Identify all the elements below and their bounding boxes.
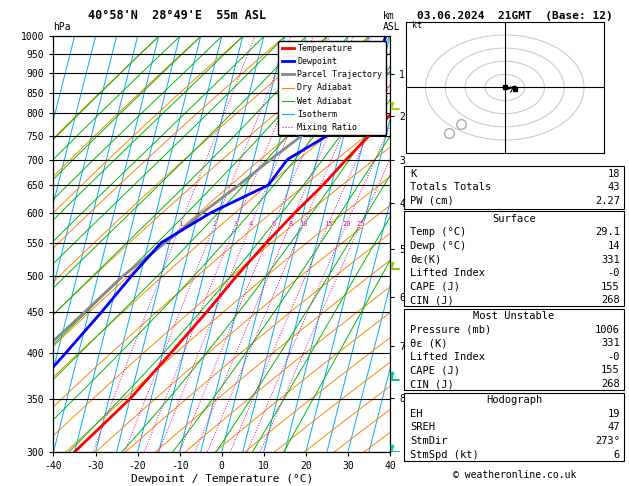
Text: 8: 8 bbox=[288, 222, 292, 227]
Text: Lifted Index: Lifted Index bbox=[410, 352, 486, 362]
Text: SREH: SREH bbox=[410, 422, 435, 433]
Text: 10: 10 bbox=[299, 222, 308, 227]
Text: 268: 268 bbox=[601, 295, 620, 306]
Text: K: K bbox=[410, 169, 416, 179]
Text: Lifted Index: Lifted Index bbox=[410, 268, 486, 278]
X-axis label: Dewpoint / Temperature (°C): Dewpoint / Temperature (°C) bbox=[131, 474, 313, 484]
Text: CIN (J): CIN (J) bbox=[410, 379, 454, 389]
Legend: Temperature, Dewpoint, Parcel Trajectory, Dry Adiabat, Wet Adiabat, Isotherm, Mi: Temperature, Dewpoint, Parcel Trajectory… bbox=[278, 41, 386, 135]
Text: 29.1: 29.1 bbox=[595, 227, 620, 238]
Bar bbox=[404, 393, 625, 461]
Text: 331: 331 bbox=[601, 338, 620, 348]
Text: 273°: 273° bbox=[595, 436, 620, 446]
Text: Totals Totals: Totals Totals bbox=[410, 182, 492, 192]
Text: 4: 4 bbox=[249, 222, 253, 227]
Text: Dewp (°C): Dewp (°C) bbox=[410, 241, 467, 251]
Text: 155: 155 bbox=[601, 365, 620, 376]
Text: 14: 14 bbox=[608, 241, 620, 251]
Bar bbox=[404, 166, 625, 209]
Text: km
ASL: km ASL bbox=[382, 11, 400, 32]
Text: 6: 6 bbox=[272, 222, 276, 227]
Bar bbox=[404, 309, 625, 390]
Text: 18: 18 bbox=[608, 169, 620, 179]
Text: -0: -0 bbox=[608, 268, 620, 278]
Text: CAPE (J): CAPE (J) bbox=[410, 365, 460, 376]
Text: kt: kt bbox=[411, 21, 421, 31]
Text: 2: 2 bbox=[213, 222, 217, 227]
Text: 6: 6 bbox=[614, 450, 620, 460]
Text: Surface: Surface bbox=[492, 214, 536, 224]
Text: 331: 331 bbox=[601, 255, 620, 265]
Text: 40°58'N  28°49'E  55m ASL: 40°58'N 28°49'E 55m ASL bbox=[88, 9, 266, 22]
Text: CAPE (J): CAPE (J) bbox=[410, 282, 460, 292]
Text: θε(K): θε(K) bbox=[410, 255, 442, 265]
Text: 20: 20 bbox=[342, 222, 350, 227]
Text: 3: 3 bbox=[233, 222, 238, 227]
Text: -0: -0 bbox=[608, 352, 620, 362]
Text: © weatheronline.co.uk: © weatheronline.co.uk bbox=[454, 470, 577, 480]
Text: 25: 25 bbox=[357, 222, 365, 227]
Text: Temp (°C): Temp (°C) bbox=[410, 227, 467, 238]
Text: StmSpd (kt): StmSpd (kt) bbox=[410, 450, 479, 460]
Text: 1006: 1006 bbox=[595, 325, 620, 335]
Text: PW (cm): PW (cm) bbox=[410, 196, 454, 206]
Text: 47: 47 bbox=[608, 422, 620, 433]
Text: 19: 19 bbox=[608, 409, 620, 419]
Text: Pressure (mb): Pressure (mb) bbox=[410, 325, 492, 335]
Text: 1: 1 bbox=[179, 222, 183, 227]
Text: CIN (J): CIN (J) bbox=[410, 295, 454, 306]
Text: 03.06.2024  21GMT  (Base: 12): 03.06.2024 21GMT (Base: 12) bbox=[417, 11, 613, 21]
Text: 43: 43 bbox=[608, 182, 620, 192]
Text: StmDir: StmDir bbox=[410, 436, 448, 446]
Text: hPa: hPa bbox=[53, 21, 71, 32]
Text: 155: 155 bbox=[601, 282, 620, 292]
Text: 2.27: 2.27 bbox=[595, 196, 620, 206]
Text: EH: EH bbox=[410, 409, 423, 419]
Bar bbox=[404, 211, 625, 306]
Text: θε (K): θε (K) bbox=[410, 338, 448, 348]
Text: CL: CL bbox=[407, 105, 418, 116]
Text: 15: 15 bbox=[324, 222, 332, 227]
Text: Most Unstable: Most Unstable bbox=[474, 311, 555, 321]
Text: 268: 268 bbox=[601, 379, 620, 389]
Text: Hodograph: Hodograph bbox=[486, 395, 542, 405]
